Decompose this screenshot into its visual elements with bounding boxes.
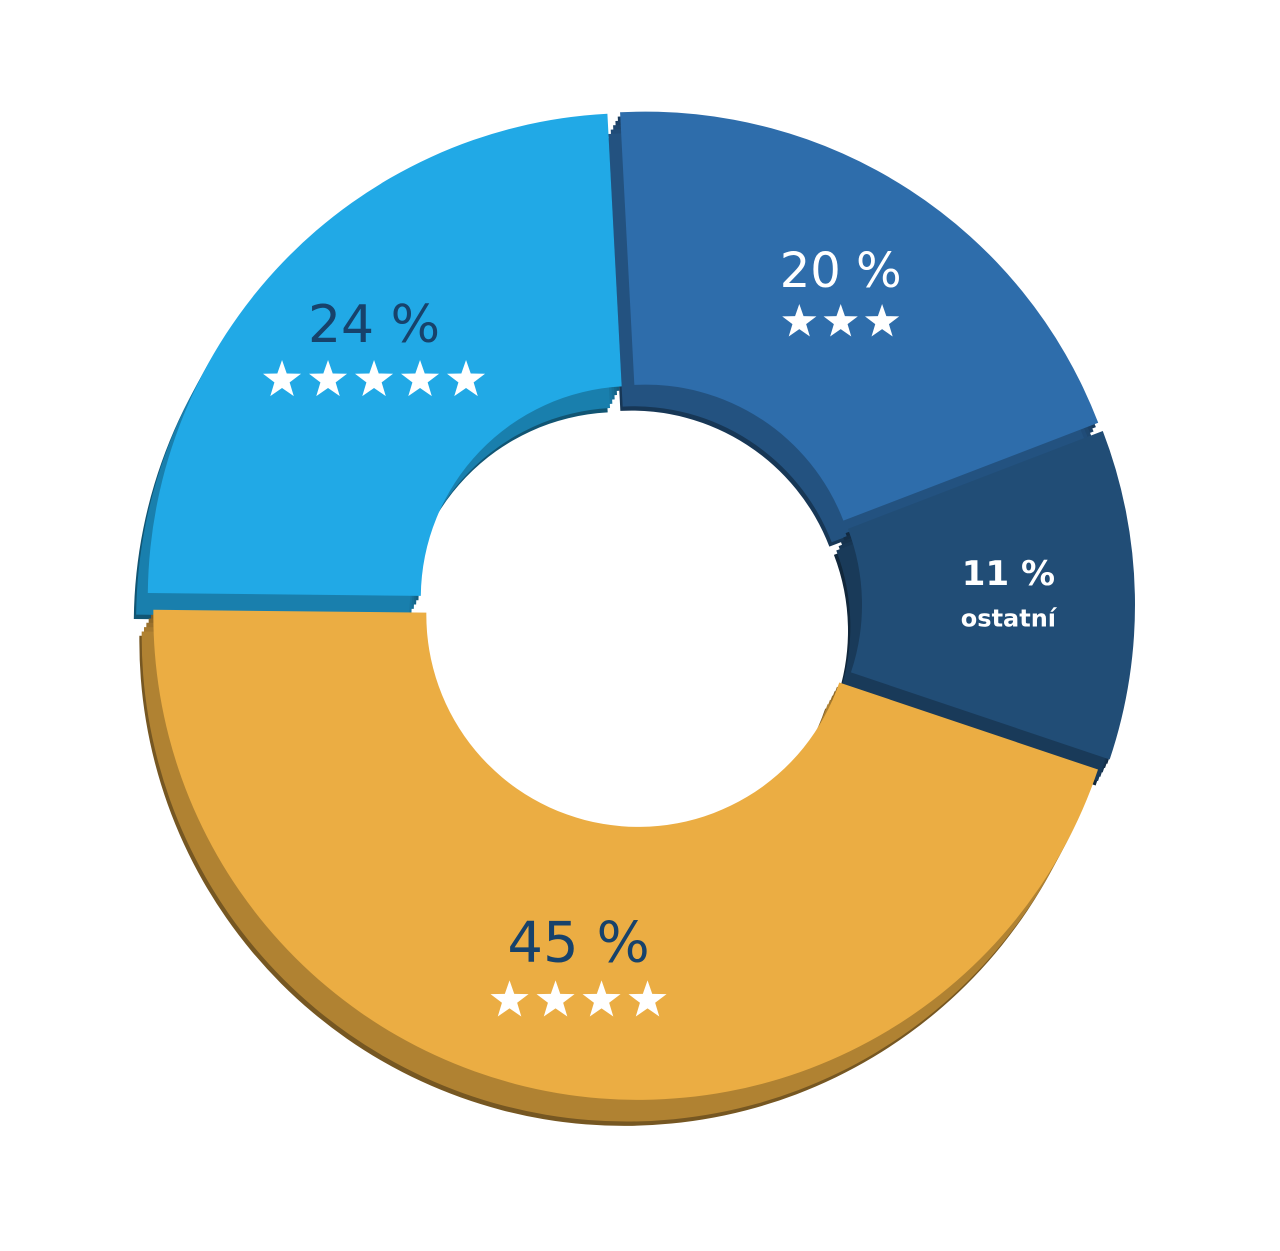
rating-star [309, 359, 348, 397]
rating-star [355, 359, 394, 397]
value-label: 20 % [780, 243, 902, 299]
value-label: 24 % [308, 295, 440, 355]
rating-star [401, 359, 440, 397]
value-label: 45 % [507, 910, 649, 975]
segment [147, 113, 622, 596]
rating-star [582, 980, 621, 1017]
category-label: ostatní [961, 604, 1058, 632]
rating-star [823, 303, 858, 337]
rating-star [490, 980, 529, 1017]
segment [847, 430, 1135, 760]
rating-star [536, 980, 575, 1017]
rating-star [447, 359, 486, 397]
segment [620, 111, 1099, 521]
segment [153, 609, 1098, 1100]
rating-star [628, 980, 667, 1017]
rating-star [263, 359, 302, 397]
rating-star [782, 303, 817, 337]
rating-star [864, 303, 900, 337]
value-label: 11 % [962, 554, 1055, 594]
